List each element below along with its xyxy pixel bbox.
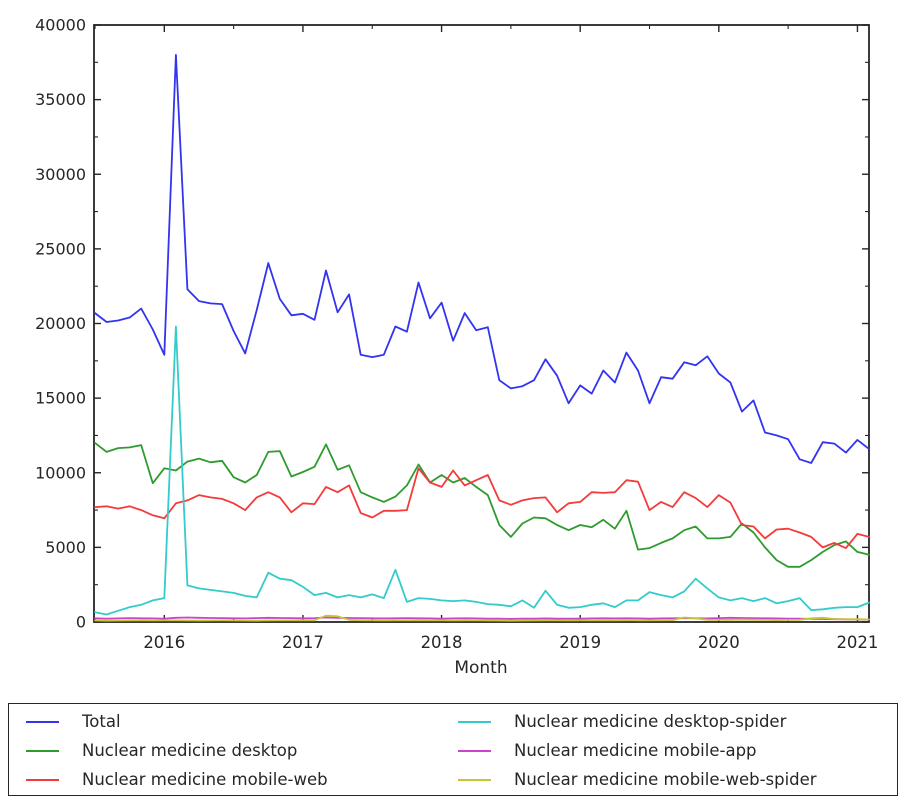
legend-label-nuclear-medicine-mobile-web: Nuclear medicine mobile-web (82, 770, 328, 789)
legend-label-total: Total (82, 712, 121, 731)
legend-item-nuclear-medicine-mobile-app: Nuclear medicine mobile-app (441, 736, 897, 765)
legend-column-1: Total Nuclear medicine desktop Nuclear med… (9, 707, 441, 795)
y-tick-label: 0 (76, 613, 86, 632)
x-axis-title: Month (454, 658, 507, 678)
y-tick-label: 35000 (35, 90, 86, 109)
y-tick-label: 5000 (45, 538, 86, 557)
legend-line-swatch-nuclear-medicine-desktop-spider (458, 720, 491, 723)
y-tick-label: 25000 (35, 239, 86, 258)
legend-label-nuclear-medicine-mobile-web-spider: Nuclear medicine mobile-web-spider (514, 770, 817, 789)
y-tick-label: 10000 (35, 463, 86, 482)
x-tick-label: 2018 (421, 633, 463, 652)
legend-line-swatch-nuclear-medicine-mobile-app (458, 749, 491, 752)
plot-canvas: 2016 2017 2018 2019 2020 2021 0 5000 10000 15000 2… (35, 16, 878, 679)
legend: Total Nuclear medicine desktop Nuclear med… (8, 703, 898, 796)
x-tick-label: 2019 (559, 633, 601, 652)
legend-line-swatch-nuclear-medicine-mobile-web-spider (458, 778, 491, 781)
legend-item-nuclear-medicine-mobile-web-spider: Nuclear medicine mobile-web-spider (441, 765, 897, 794)
x-tick-label: 2017 (282, 633, 324, 652)
legend-label-nuclear-medicine-desktop-spider: Nuclear medicine desktop-spider (514, 712, 787, 731)
series-line-nuclear-medicine-mobile-web (94, 467, 870, 549)
data-lines (94, 54, 870, 622)
y-tick-label: 20000 (35, 314, 86, 333)
x-tick-label: 2016 (143, 633, 185, 652)
series-line-nuclear-medicine-desktop-spider (94, 325, 870, 616)
legend-item-nuclear-medicine-desktop: Nuclear medicine desktop (9, 736, 441, 765)
legend-item-total: Total (9, 707, 441, 736)
x-tick-label: 2020 (698, 633, 740, 652)
y-tick-label: 40000 (35, 16, 86, 35)
legend-label-nuclear-medicine-desktop: Nuclear medicine desktop (82, 741, 298, 760)
tick-labels: 2016 2017 2018 2019 2020 2021 0 5000 10000 15000 2… (35, 16, 878, 653)
series-line-nuclear-medicine-mobile-web-spider (94, 614, 870, 622)
legend-line-swatch-total (26, 720, 59, 723)
x-tick-label: 2021 (836, 633, 878, 652)
legend-line-swatch-nuclear-medicine-mobile-web (26, 778, 59, 781)
legend-line-swatch-nuclear-medicine-desktop (26, 749, 59, 752)
legend-item-nuclear-medicine-desktop-spider: Nuclear medicine desktop-spider (441, 707, 897, 736)
y-tick-label: 30000 (35, 165, 86, 184)
y-tick-label: 15000 (35, 389, 86, 408)
axes (93, 24, 870, 623)
series-line-nuclear-medicine-mobile-app (94, 616, 870, 621)
legend-label-nuclear-medicine-mobile-app: Nuclear medicine mobile-app (514, 741, 757, 760)
legend-item-nuclear-medicine-mobile-web: Nuclear medicine mobile-web (9, 765, 441, 794)
series-line-total (94, 54, 870, 464)
legend-column-2: Nuclear medicine desktop-spider Nuclear m… (441, 707, 897, 795)
series-line-nuclear-medicine-desktop (94, 441, 870, 568)
